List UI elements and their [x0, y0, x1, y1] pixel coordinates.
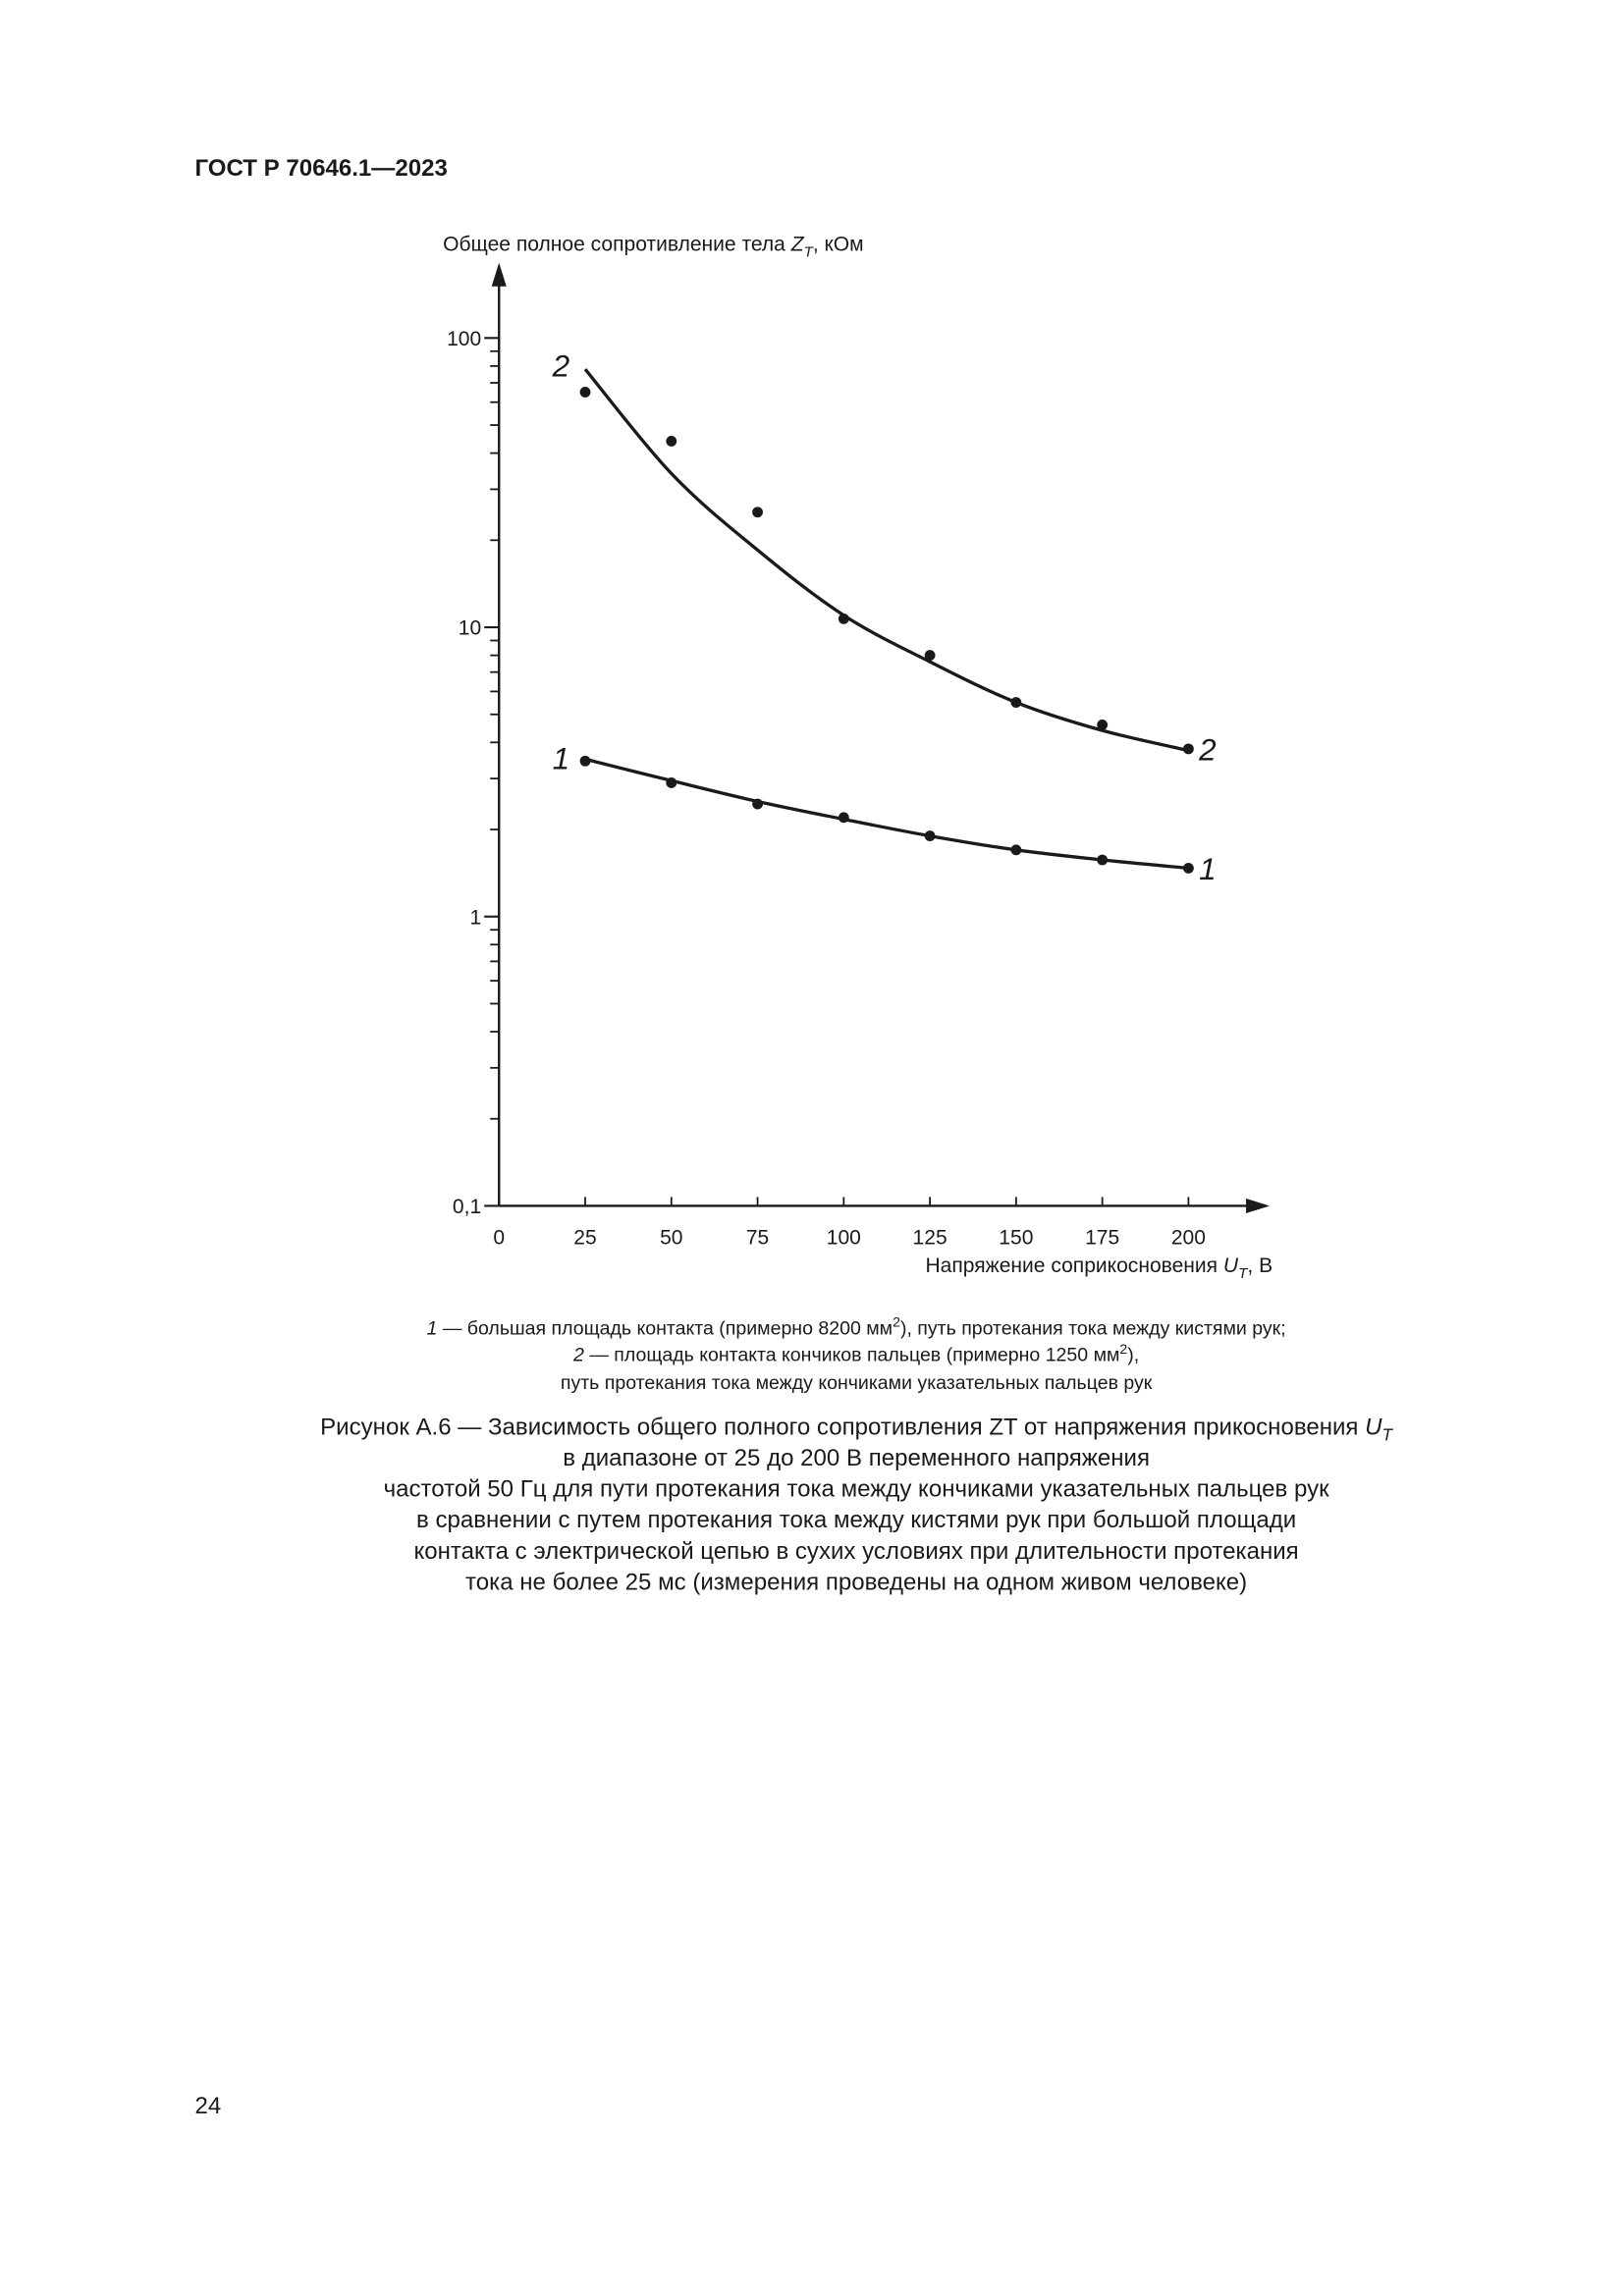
data-point [924, 650, 936, 662]
caption-line: контакта с электрической цепью в сухих у… [413, 1538, 1298, 1565]
caption-line: частотой 50 Гц для пути протекания тока … [384, 1476, 1330, 1503]
page-number: 24 [194, 2093, 221, 2119]
note-number: 2 [572, 1344, 584, 1365]
note-text: путь протекания тока между кончиками ука… [561, 1372, 1153, 1394]
curve-label: 2 [1198, 731, 1217, 767]
note-text: ), [1127, 1344, 1139, 1365]
y-axis-label-unit: , кОм [813, 234, 864, 256]
y-tick-label: 100 [447, 328, 481, 350]
y-arrow [491, 262, 507, 287]
x-tick-label: 125 [913, 1227, 947, 1250]
note: 2 — площадь контакта кончиков пальцев (п… [572, 1341, 1139, 1366]
data-point [1183, 863, 1194, 874]
caption-line: в диапазоне от 25 до 200 В переменного н… [563, 1445, 1150, 1471]
y-axis-label: Общее полное сопротивление тела ZT, кОм [443, 234, 864, 261]
note-text: — площадь контакта кончиков пальцев (при… [584, 1344, 1120, 1365]
y-tick-label: 10 [459, 617, 481, 640]
y-axis-label-symbol: Z [790, 234, 805, 256]
note: путь протекания тока между кончиками ука… [561, 1372, 1153, 1394]
x-tick-label: 200 [1171, 1227, 1206, 1250]
data-point [579, 755, 591, 767]
x-axis-label-unit: , В [1247, 1255, 1272, 1277]
data-point [838, 613, 849, 624]
curve-label: 2 [552, 347, 570, 383]
caption-symbol: U [1365, 1414, 1382, 1440]
data-point [752, 507, 763, 518]
header-title: ГОСТ Р 70646.1—2023 [194, 155, 447, 182]
x-tick-label: 75 [746, 1227, 769, 1250]
caption-text: Рисунок А.6 — Зависимость общего полного… [320, 1414, 1365, 1440]
x-tick-label: 150 [999, 1227, 1033, 1250]
x-tick-label: 0 [493, 1227, 505, 1250]
x-axis-label-text: Напряжение соприкосновения [925, 1255, 1222, 1277]
x-tick-label: 175 [1085, 1227, 1119, 1250]
curve-label: 1 [1199, 851, 1217, 886]
note-sup: 2 [893, 1314, 900, 1330]
caption-line: Рисунок А.6 — Зависимость общего полного… [320, 1414, 1393, 1444]
x-axis-label-sub: T [1238, 1265, 1249, 1282]
data-point [1183, 743, 1194, 755]
note-sup: 2 [1119, 1341, 1127, 1357]
caption-sub: T [1381, 1425, 1393, 1445]
data-point [579, 387, 591, 398]
x-tick-label: 25 [573, 1227, 596, 1250]
data-point [1097, 854, 1109, 866]
data-point [838, 812, 849, 824]
data-point [1010, 697, 1022, 708]
y-axis-label-sub: T [804, 244, 815, 261]
data-point [924, 830, 936, 841]
note-text: ), путь протекания тока между кистями ру… [900, 1317, 1286, 1339]
data-point [666, 777, 677, 788]
y-tick-label: 1 [469, 906, 481, 929]
y-tick-label: 0,1 [453, 1196, 481, 1218]
x-arrow [1246, 1198, 1271, 1213]
caption-line: в сравнении с путем протекания тока межд… [416, 1507, 1296, 1533]
x-tick-label: 100 [827, 1227, 861, 1250]
data-point [752, 798, 763, 810]
fit-curve [584, 757, 1189, 871]
data-point [1097, 720, 1109, 730]
fit-curve [583, 368, 1189, 753]
data-point [1010, 844, 1022, 856]
caption-line: тока не более 25 мс (измерения проведены… [465, 1569, 1247, 1595]
x-axis-label-symbol: U [1223, 1255, 1239, 1277]
data-point [666, 435, 677, 447]
x-axis-label: Напряжение соприкосновения UT, В [925, 1255, 1272, 1282]
curve-label: 1 [553, 740, 570, 775]
note-number: 1 [427, 1317, 438, 1339]
x-tick-label: 50 [660, 1227, 682, 1250]
note: 1 — большая площадь контакта (примерно 8… [427, 1314, 1286, 1340]
note-text: — большая площадь контакта (примерно 820… [437, 1317, 893, 1339]
y-axis-label-text: Общее полное сопротивление тела [443, 234, 791, 256]
